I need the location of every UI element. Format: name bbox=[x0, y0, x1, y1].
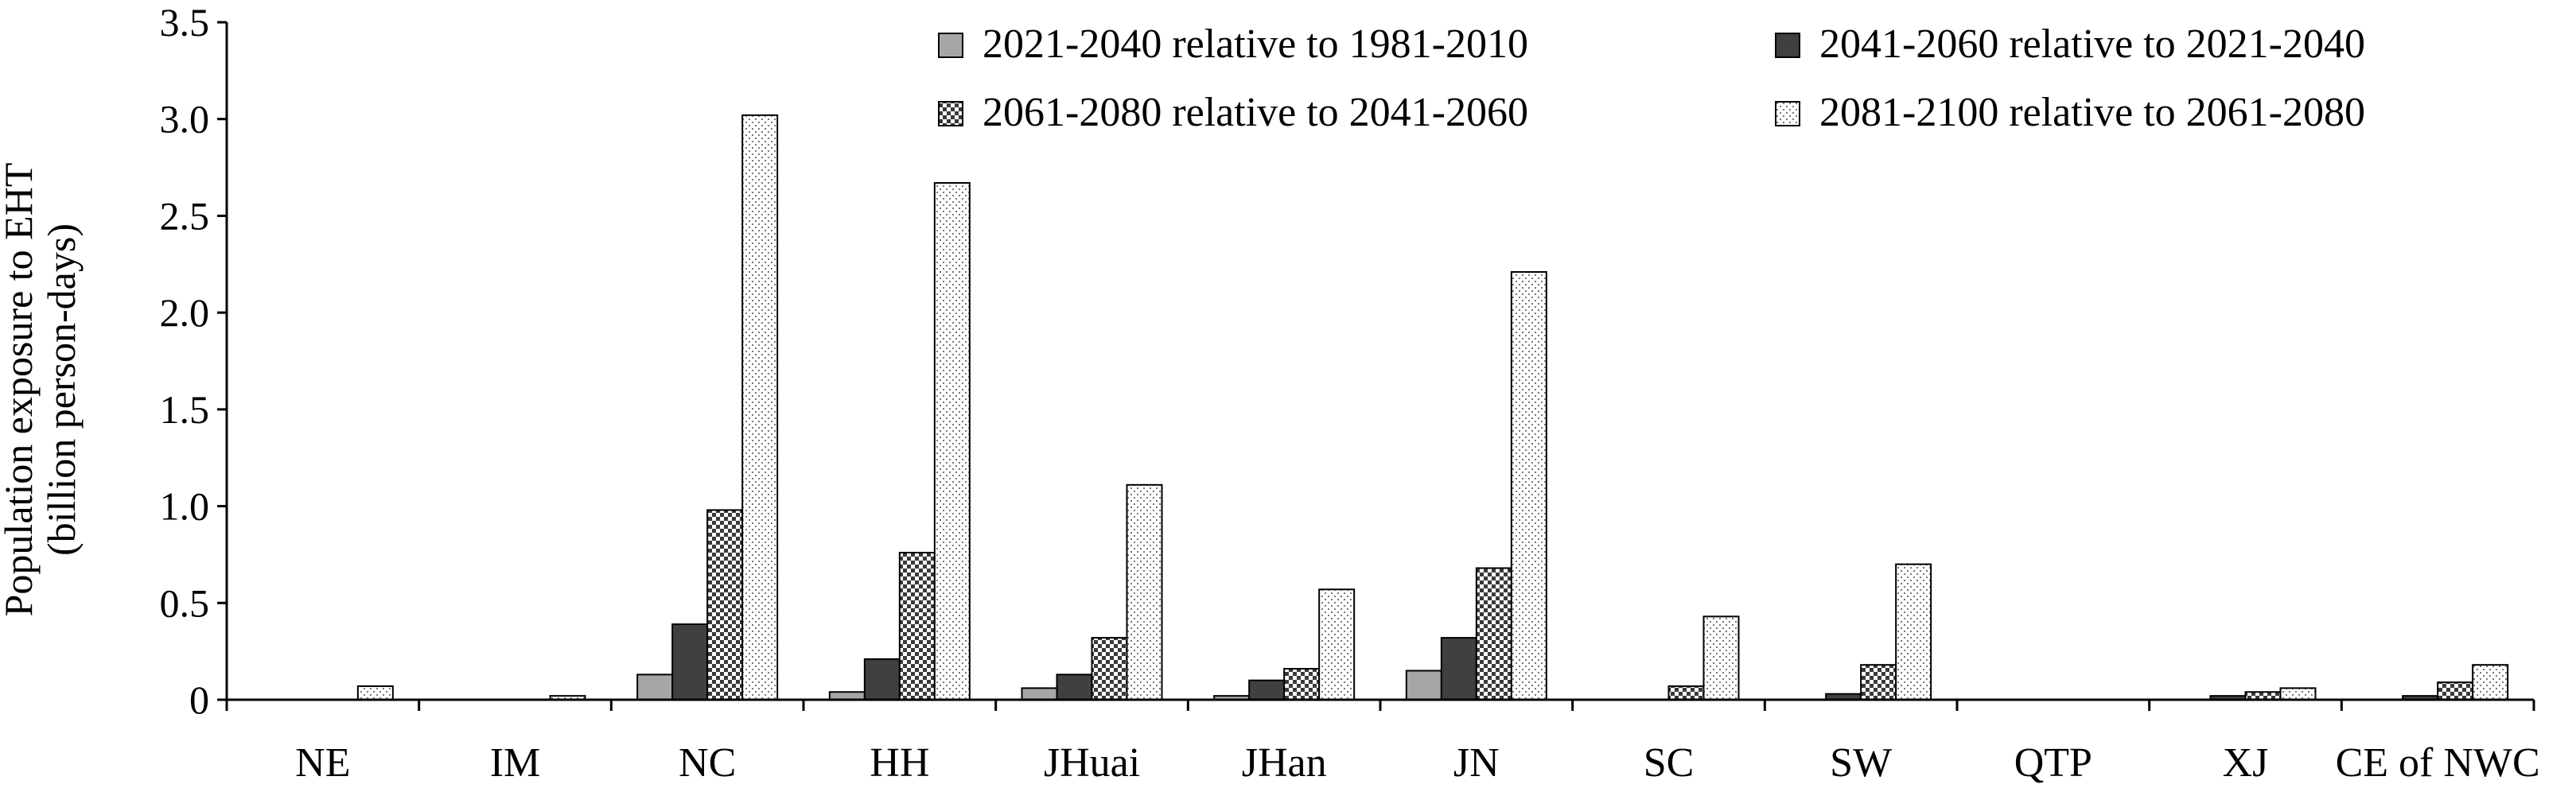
bar-3 bbox=[1283, 668, 1321, 701]
y-axis-title-line2: (billion person-days) bbox=[39, 223, 84, 556]
bar-3 bbox=[1860, 664, 1897, 701]
bar-4 bbox=[1318, 588, 1356, 701]
legend-label: 2021-2040 relative to 1981-2010 bbox=[983, 21, 1528, 67]
legend-swatch bbox=[1775, 33, 1800, 58]
bar-4 bbox=[1702, 615, 1740, 701]
legend-label: 2041-2060 relative to 2021-2040 bbox=[1819, 21, 2365, 67]
y-tick-label: 3.5 bbox=[160, 0, 210, 45]
legend-label: 2081-2100 relative to 2061-2080 bbox=[1819, 90, 2365, 135]
bar-4 bbox=[933, 182, 971, 701]
y-tick-label: 2.0 bbox=[160, 290, 210, 335]
x-tick-label: JN bbox=[1453, 740, 1500, 786]
bar-4 bbox=[356, 685, 394, 701]
x-tick-label: QTP bbox=[2014, 740, 2092, 786]
bar-4 bbox=[1895, 563, 1932, 701]
bar-1 bbox=[1021, 687, 1058, 701]
bar-2 bbox=[671, 623, 709, 701]
legend-swatch bbox=[1775, 101, 1800, 126]
x-tick-label: XJ bbox=[2223, 740, 2269, 786]
bar-1 bbox=[1405, 670, 1442, 701]
bars bbox=[356, 114, 2509, 701]
bar-2 bbox=[863, 658, 901, 701]
x-tick-label: IM bbox=[490, 740, 541, 786]
bar-4 bbox=[1126, 483, 1163, 701]
bar-2 bbox=[1248, 679, 1286, 701]
y-axis: 0 0.5 1.0 1.5 2.0 2.5 3.0 3.5 bbox=[160, 0, 228, 722]
legend-swatch bbox=[938, 101, 963, 126]
x-axis: NE IM NC HH JHuai JHan JN SC SW QTP XJ CE of NWC bbox=[225, 698, 2540, 786]
x-tick-label: JHuai bbox=[1044, 740, 1140, 786]
legend-swatch bbox=[938, 33, 963, 58]
x-tick-label: NE bbox=[295, 740, 350, 786]
x-tick-label: NC bbox=[679, 740, 736, 786]
x-tick-label: JHan bbox=[1242, 740, 1327, 786]
bar-3 bbox=[2437, 681, 2474, 701]
y-axis-title-line1: Population exposure to EHT bbox=[0, 163, 41, 617]
bar-2 bbox=[1440, 637, 1477, 701]
y-tick-label: 1.5 bbox=[160, 387, 210, 432]
y-tick-label: 3.0 bbox=[160, 97, 210, 142]
bar-3 bbox=[898, 551, 936, 701]
bar-3 bbox=[1667, 685, 1705, 701]
x-tick-label: SW bbox=[1830, 740, 1892, 786]
legend: 2021-2040 relative to 1981-2010 2041-2060… bbox=[938, 21, 2365, 135]
bar-3 bbox=[706, 509, 744, 701]
legend-label: 2061-2080 relative to 2041-2060 bbox=[983, 90, 1528, 135]
bar-4 bbox=[1510, 271, 1547, 701]
y-axis-title: Population exposure to EHT (billion pers… bbox=[0, 163, 84, 617]
y-tick-label: 2.5 bbox=[160, 193, 210, 238]
x-tick-label: CE of NWC bbox=[2336, 740, 2540, 786]
bar-4 bbox=[2279, 687, 2317, 701]
y-tick-label: 1.0 bbox=[160, 484, 210, 529]
bar-2 bbox=[1056, 673, 1093, 701]
y-tick-label: 0.5 bbox=[160, 580, 210, 625]
x-tick-label: SC bbox=[1644, 740, 1695, 786]
bar-4 bbox=[741, 114, 779, 701]
bar-3 bbox=[1091, 637, 1128, 701]
bar-1 bbox=[636, 673, 674, 701]
x-tick-label: HH bbox=[870, 740, 929, 786]
y-tick-label: 0 bbox=[189, 677, 209, 722]
bar-3 bbox=[1475, 567, 1512, 701]
bar-4 bbox=[2472, 664, 2509, 701]
